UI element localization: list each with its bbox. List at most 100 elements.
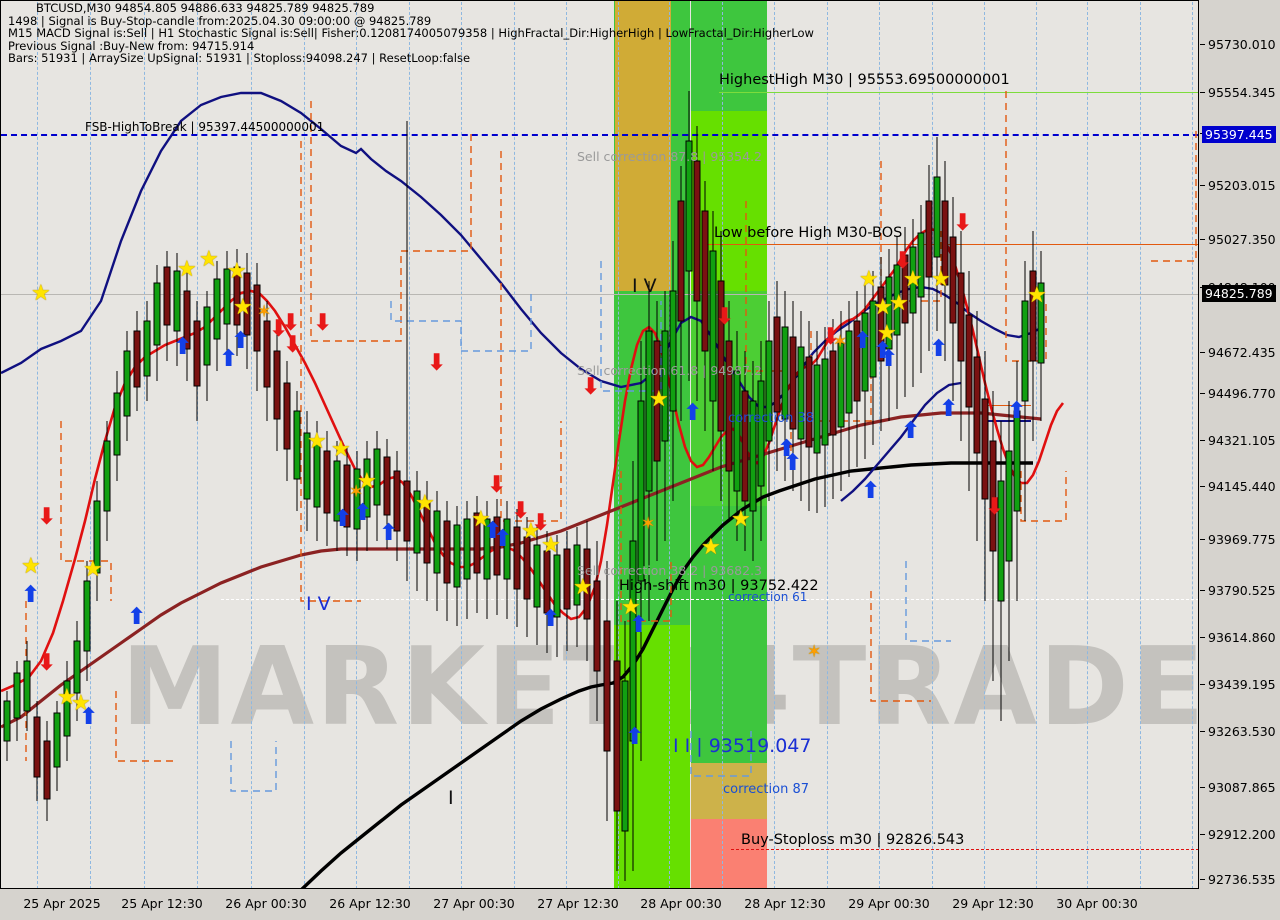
sell-arrow-down: ⬇ <box>283 332 303 358</box>
annotation-wave-I: I <box>448 787 454 809</box>
buy-arrow-up: ⬆ <box>783 450 803 476</box>
annotation-highest-high: HighestHigh M30 | 95553.69500000001 <box>719 72 1010 88</box>
band-gold-lower <box>691 763 767 823</box>
buy-arrow-up: ⬆ <box>873 338 893 364</box>
time-axis[interactable]: 25 Apr 2025 25 Apr 12:30 26 Apr 00:30 26… <box>0 890 1200 920</box>
annotation-fsb-high-to-break: FSB-HighToBreak | 95397.44500000001 <box>85 120 325 134</box>
signal-star: ★ <box>71 691 91 716</box>
vgrid <box>1192 2 1193 889</box>
annotation-sell-correction-38: Sell correction 38.2 | 93682.3 <box>577 563 763 578</box>
signal-star: ★ <box>541 533 561 558</box>
annotation-high-shift-m30: High-shift m30 | 93752.422 <box>619 578 819 594</box>
time-tick: 30 Apr 00:30 <box>1056 896 1138 911</box>
ma-black-line <box>299 461 1033 889</box>
price-tick: 93969.775 <box>1208 532 1276 547</box>
header-line-indicators: M15 MACD Signal is:Sell | H1 Stochastic … <box>8 26 814 41</box>
sell-arrow-down: ⬇ <box>487 472 507 498</box>
annotation-wave-II: I I | 93519.047 <box>673 735 812 757</box>
signal-star: ★ <box>731 507 751 532</box>
vgrid <box>722 2 723 889</box>
header-line-symbol-ohlc: BTCUSD,M30 94854.805 94886.633 94825.789… <box>36 1 375 15</box>
price-axis[interactable]: 95730.010 95554.345 95397.445 95203.015 … <box>1200 0 1280 890</box>
signal-star: ★ <box>859 267 879 292</box>
sell-arrow-down: ⬇ <box>715 304 735 330</box>
signal-star: ★ <box>331 437 351 462</box>
signal-star: ★ <box>415 491 435 516</box>
price-tick: 95554.345 <box>1208 85 1276 100</box>
buy-arrow-up: ⬆ <box>625 724 645 750</box>
buy-arrow-up: ⬆ <box>219 346 239 372</box>
signal-star: ★ <box>1027 283 1047 308</box>
time-tick: 29 Apr 00:30 <box>848 896 930 911</box>
annotation-correction-61: correction 61 <box>728 590 808 604</box>
price-tick: 95730.010 <box>1208 37 1276 52</box>
price-tick: 93790.525 <box>1208 583 1276 598</box>
sell-arrow-down: ⬇ <box>37 650 57 676</box>
watermark-left: MARKET <box>121 625 639 750</box>
annotation-correction-38: correction 38 <box>728 411 814 426</box>
time-tick: 26 Apr 00:30 <box>225 896 307 911</box>
header-line-signal: 1498 | Signal is Buy-Stop-candle from:20… <box>8 13 432 28</box>
buy-arrow-up: ⬆ <box>173 334 193 360</box>
time-tick: 27 Apr 00:30 <box>433 896 515 911</box>
header-line-previous-signal: Previous Signal :Buy-New from: 94715.914 <box>8 38 255 53</box>
buy-arrow-up: ⬆ <box>483 518 503 544</box>
sell-arrow-down: ⬇ <box>531 510 551 536</box>
sell-arrow-down: ⬇ <box>281 310 301 336</box>
buy-arrow-up: ⬆ <box>79 704 99 730</box>
sell-arrow-down: ⬇ <box>427 350 447 376</box>
current-price-line <box>1 294 1199 295</box>
time-tick: 26 Apr 12:30 <box>329 896 411 911</box>
chart-plot-area[interactable]: MARKET24TRADE <box>1 1 1199 889</box>
signal-star: ★ <box>701 535 721 560</box>
vgrid <box>197 2 198 889</box>
signal-star: ★ <box>931 267 951 292</box>
buy-arrow-up: ⬆ <box>379 520 399 546</box>
time-tick: 27 Apr 12:30 <box>537 896 619 911</box>
vgrid <box>144 2 145 889</box>
buy-stoploss-line <box>731 849 1199 850</box>
vgrid <box>932 2 933 889</box>
vgrid <box>356 2 357 889</box>
signal-star: ★ <box>57 685 77 710</box>
price-label-current: 94825.789 <box>1202 285 1276 302</box>
signal-star: ★ <box>21 554 41 579</box>
vgrid <box>1036 2 1037 889</box>
time-tick: 25 Apr 12:30 <box>121 896 203 911</box>
buy-arrow-up: ⬆ <box>929 336 949 362</box>
buy-arrow-up: ⬆ <box>629 612 649 638</box>
buy-arrow-up: ⬆ <box>939 396 959 422</box>
sell-arrow-down: ⬇ <box>893 248 913 274</box>
signal-star: ★ <box>621 595 641 620</box>
signal-star: ★ <box>471 507 491 532</box>
price-tick: 92912.200 <box>1208 827 1276 842</box>
signal-star: ★ <box>521 519 541 544</box>
price-tick: 93614.860 <box>1208 630 1276 645</box>
buy-arrow-up: ⬆ <box>231 328 251 354</box>
signal-star-orange: ✶ <box>641 514 656 534</box>
buy-arrow-up: ⬆ <box>879 346 899 372</box>
vgrid <box>409 2 410 889</box>
buy-arrow-up: ⬆ <box>853 328 873 354</box>
price-tick: 95027.350 <box>1208 232 1276 247</box>
highest-high-line <box>719 92 1199 93</box>
annotation-sell-correction-61: Sell correction 61.8 | 94987.2 <box>577 363 763 378</box>
sell-arrow-down: ⬇ <box>581 374 601 400</box>
buy-arrow-up: ⬆ <box>777 436 797 462</box>
time-tick: 29 Apr 12:30 <box>952 896 1034 911</box>
time-tick: 28 Apr 12:30 <box>744 896 826 911</box>
price-tick: 94321.105 <box>1208 433 1276 448</box>
signal-star: ★ <box>307 429 327 454</box>
signal-star: ★ <box>31 281 51 306</box>
time-tick: 28 Apr 00:30 <box>640 896 722 911</box>
band-salmon <box>691 819 767 889</box>
price-label-highlight-blue: 95397.445 <box>1202 126 1276 143</box>
sell-arrow-down: ⬇ <box>985 494 1005 520</box>
buy-arrow-up: ⬆ <box>1007 398 1027 424</box>
fractal-channels <box>25 91 1197 792</box>
price-tick: 94496.770 <box>1208 386 1276 401</box>
annotation-sell-correction-87: Sell correction 87.8 | 95354.2 <box>577 149 763 164</box>
high-shift-line <box>221 599 1199 600</box>
sell-arrow-down: ⬇ <box>821 324 841 350</box>
